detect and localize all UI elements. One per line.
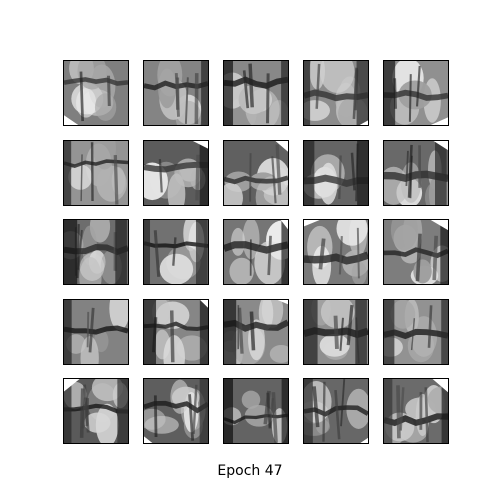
sample-image (224, 379, 288, 443)
sample-tile (223, 219, 289, 285)
epoch-caption: Epoch 47 (217, 463, 283, 479)
sample-image (304, 141, 368, 205)
sample-tile (143, 60, 209, 126)
sample-image (384, 379, 448, 443)
sample-image (304, 300, 368, 364)
sample-tile (383, 140, 449, 206)
sample-tile (223, 378, 289, 444)
sample-tile (303, 140, 369, 206)
sample-tile (63, 60, 129, 126)
sample-tile (303, 219, 369, 285)
sample-image (304, 220, 368, 284)
sample-image (384, 220, 448, 284)
sample-tile (383, 299, 449, 365)
sample-image (384, 141, 448, 205)
sample-tile (383, 219, 449, 285)
sample-image (64, 379, 128, 443)
sample-image (224, 300, 288, 364)
sample-image (144, 300, 208, 364)
sample-tile (223, 299, 289, 365)
sample-image (144, 379, 208, 443)
sample-image (64, 300, 128, 364)
sample-image (224, 220, 288, 284)
sample-tile (383, 378, 449, 444)
sample-image (64, 61, 128, 125)
sample-tile (143, 378, 209, 444)
sample-tile (63, 299, 129, 365)
sample-image (304, 61, 368, 125)
sample-tile (143, 140, 209, 206)
sample-tile (383, 60, 449, 126)
sample-tile (63, 140, 129, 206)
sample-tile (223, 60, 289, 126)
sample-image (224, 61, 288, 125)
sample-tile (303, 378, 369, 444)
sample-tile (143, 219, 209, 285)
sample-image (144, 61, 208, 125)
sample-image (64, 220, 128, 284)
sample-image (224, 141, 288, 205)
sample-image (144, 220, 208, 284)
sample-image (304, 379, 368, 443)
sample-tile (63, 378, 129, 444)
sample-image (384, 300, 448, 364)
sample-tile (143, 299, 209, 365)
sample-tile (303, 60, 369, 126)
sample-tile (303, 299, 369, 365)
sample-image (384, 61, 448, 125)
sample-tile (63, 219, 129, 285)
sample-tile (223, 140, 289, 206)
sample-image (64, 141, 128, 205)
sample-image (144, 141, 208, 205)
